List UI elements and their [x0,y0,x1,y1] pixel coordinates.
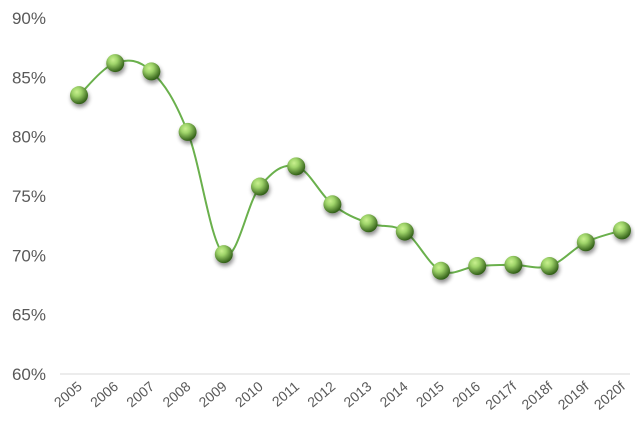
data-point-marker [613,221,631,240]
y-tick-label: 60% [12,365,46,384]
x-tick-label: 2017f [482,378,519,413]
y-tick-label: 85% [12,68,46,87]
data-point-marker [251,177,269,196]
y-axis-ticks: 60% 65% 70% 75% 80% 85% 90% [12,9,46,384]
data-point-marker [468,257,487,276]
x-tick-label: 2005 [51,378,85,410]
data-point-marker [106,54,125,73]
x-tick-label: 2008 [159,378,193,410]
y-tick-label: 65% [12,306,46,325]
x-tick-label: 2015 [413,378,447,410]
series-markers [70,54,631,280]
x-tick-label: 2014 [377,378,411,410]
series-line [78,59,623,274]
data-point-marker [70,86,88,105]
y-tick-label: 70% [12,246,46,265]
y-tick-label: 80% [12,128,46,147]
x-tick-label: 2006 [87,378,121,410]
x-tick-label: 2018f [518,378,555,413]
data-point-marker [178,122,197,141]
data-point-marker [287,157,306,176]
x-tick-label: 2010 [232,378,266,410]
x-tick-label: 2012 [304,378,338,410]
data-point-marker [142,62,161,81]
x-tick-label: 2019f [555,378,592,413]
data-point-marker [504,255,523,274]
x-tick-label: 2020f [591,378,628,413]
x-tick-label: 2007 [123,378,157,410]
y-tick-label: 90% [12,9,46,28]
data-point-marker [323,195,342,214]
x-tick-label: 2011 [269,378,303,410]
x-tick-label: 2009 [196,378,230,410]
data-point-marker [395,222,414,241]
x-tick-label: 2016 [449,378,483,410]
data-point-marker [576,233,595,252]
x-tick-label: 2013 [340,378,374,410]
data-point-marker [432,261,450,280]
x-axis-ticks: 2005 2006 2007 2008 2009 2010 2011 2012 2013 2014… [51,378,628,413]
data-point-marker [214,245,233,264]
data-point-marker [540,257,559,276]
y-tick-label: 75% [12,187,46,206]
data-point-marker [359,214,378,233]
